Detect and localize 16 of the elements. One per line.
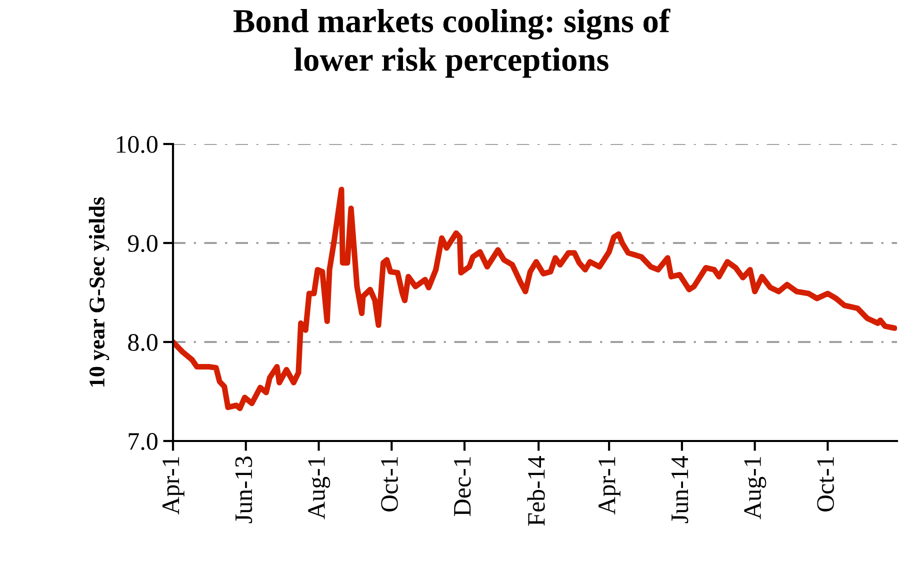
y-tick-label: 8.0 [128, 334, 158, 352]
y-tick-label: 10.0 [116, 136, 158, 154]
y-axis-title: 10 year G-Sec yields [88, 197, 110, 386]
x-tick-label: Aug-1 [308, 457, 330, 520]
y-tick-label: 9.0 [128, 235, 158, 252]
x-tick-label: Oct-1 [381, 457, 398, 512]
x-tick-label: Feb-14 [527, 456, 545, 526]
x-tick-label: Apr-1 [162, 457, 184, 515]
chart-title: Bond markets cooling: signs of lower risk perceptions [234, 8, 670, 78]
x-tick-label: Jun-14 [671, 456, 688, 524]
x-tick-label: Dec-1 [454, 457, 471, 516]
y-tick-label: 7.0 [128, 433, 158, 450]
x-tick-label: Oct-1 [817, 457, 834, 512]
x-tick-label: Apr-1 [598, 457, 620, 515]
x-tick-label: Jun-13 [235, 456, 252, 524]
x-tick-label: Aug-1 [744, 457, 766, 520]
